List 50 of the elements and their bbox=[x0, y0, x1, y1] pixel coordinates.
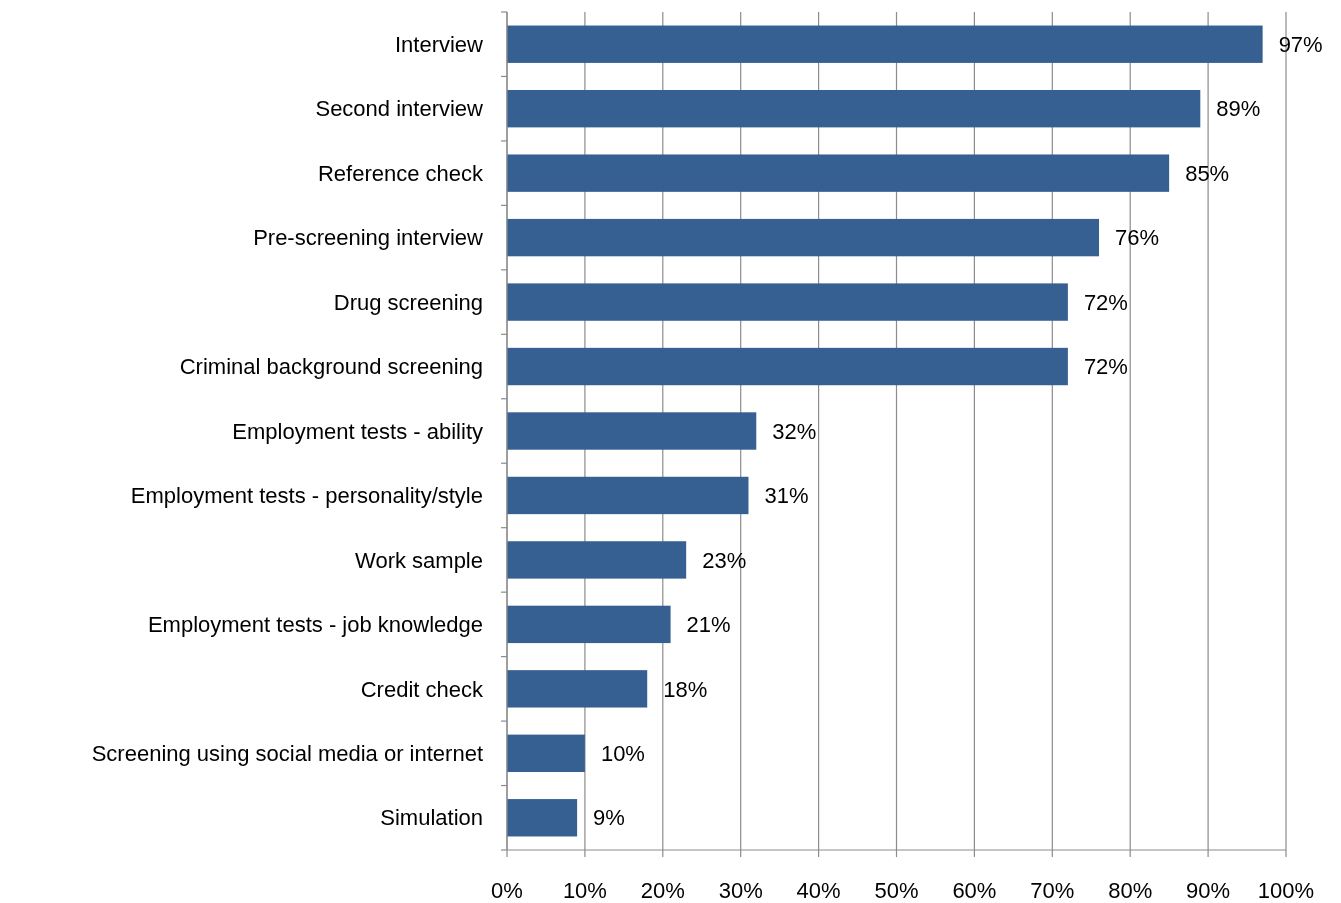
x-tick-label: 20% bbox=[640, 878, 685, 903]
y-tick-label: Employment tests - ability bbox=[232, 418, 483, 444]
data-label: 31% bbox=[764, 483, 809, 509]
data-label: 18% bbox=[663, 676, 708, 702]
y-tick-label: Second interview bbox=[315, 96, 484, 122]
x-tick-label: 0% bbox=[491, 878, 523, 903]
data-label: 32% bbox=[772, 418, 817, 444]
data-label: 23% bbox=[702, 547, 747, 573]
data-label: 9% bbox=[593, 805, 625, 831]
data-label: 76% bbox=[1115, 225, 1160, 251]
y-tick-label: Pre-screening interview bbox=[253, 225, 484, 251]
x-tick-label: 90% bbox=[1186, 878, 1231, 903]
bar bbox=[507, 799, 578, 837]
x-tick-label: 30% bbox=[718, 878, 763, 903]
data-label: 21% bbox=[686, 612, 731, 638]
x-tick-label: 60% bbox=[952, 878, 997, 903]
x-tick-label: 80% bbox=[1108, 878, 1153, 903]
y-tick-label: Criminal background screening bbox=[179, 354, 483, 380]
data-label: 89% bbox=[1216, 96, 1261, 122]
bar bbox=[507, 154, 1170, 192]
y-tick-label: Simulation bbox=[380, 805, 483, 831]
bar bbox=[507, 605, 671, 644]
bar bbox=[507, 734, 585, 772]
y-tick-label: Work sample bbox=[355, 547, 483, 573]
y-tick-label: Reference check bbox=[317, 160, 484, 186]
data-label: 72% bbox=[1083, 354, 1128, 380]
bar bbox=[507, 90, 1201, 128]
bar bbox=[507, 218, 1100, 257]
x-tick-label: 100% bbox=[1257, 878, 1315, 903]
bar bbox=[507, 347, 1068, 386]
x-tick-label: 70% bbox=[1030, 878, 1075, 903]
bar bbox=[507, 25, 1263, 63]
data-label: 72% bbox=[1083, 289, 1128, 315]
x-tick-label: 40% bbox=[796, 878, 841, 903]
y-tick-label: Employment tests - job knowledge bbox=[147, 612, 483, 638]
bar bbox=[507, 412, 757, 450]
x-tick-label: 10% bbox=[562, 878, 607, 903]
data-label: 10% bbox=[600, 741, 645, 767]
bar bbox=[507, 670, 648, 708]
y-tick-label: Credit check bbox=[360, 676, 484, 702]
data-label: 85% bbox=[1185, 160, 1230, 186]
bar bbox=[507, 476, 749, 515]
y-tick-label: Interview bbox=[394, 31, 484, 57]
bar bbox=[507, 541, 687, 579]
bar bbox=[507, 283, 1068, 321]
y-tick-label: Drug screening bbox=[333, 289, 483, 315]
data-label: 97% bbox=[1278, 31, 1323, 57]
x-tick-label: 50% bbox=[874, 878, 919, 903]
y-tick-label: Employment tests - personality/style bbox=[130, 483, 483, 509]
y-tick-label: Screening using social media or internet bbox=[91, 741, 483, 767]
